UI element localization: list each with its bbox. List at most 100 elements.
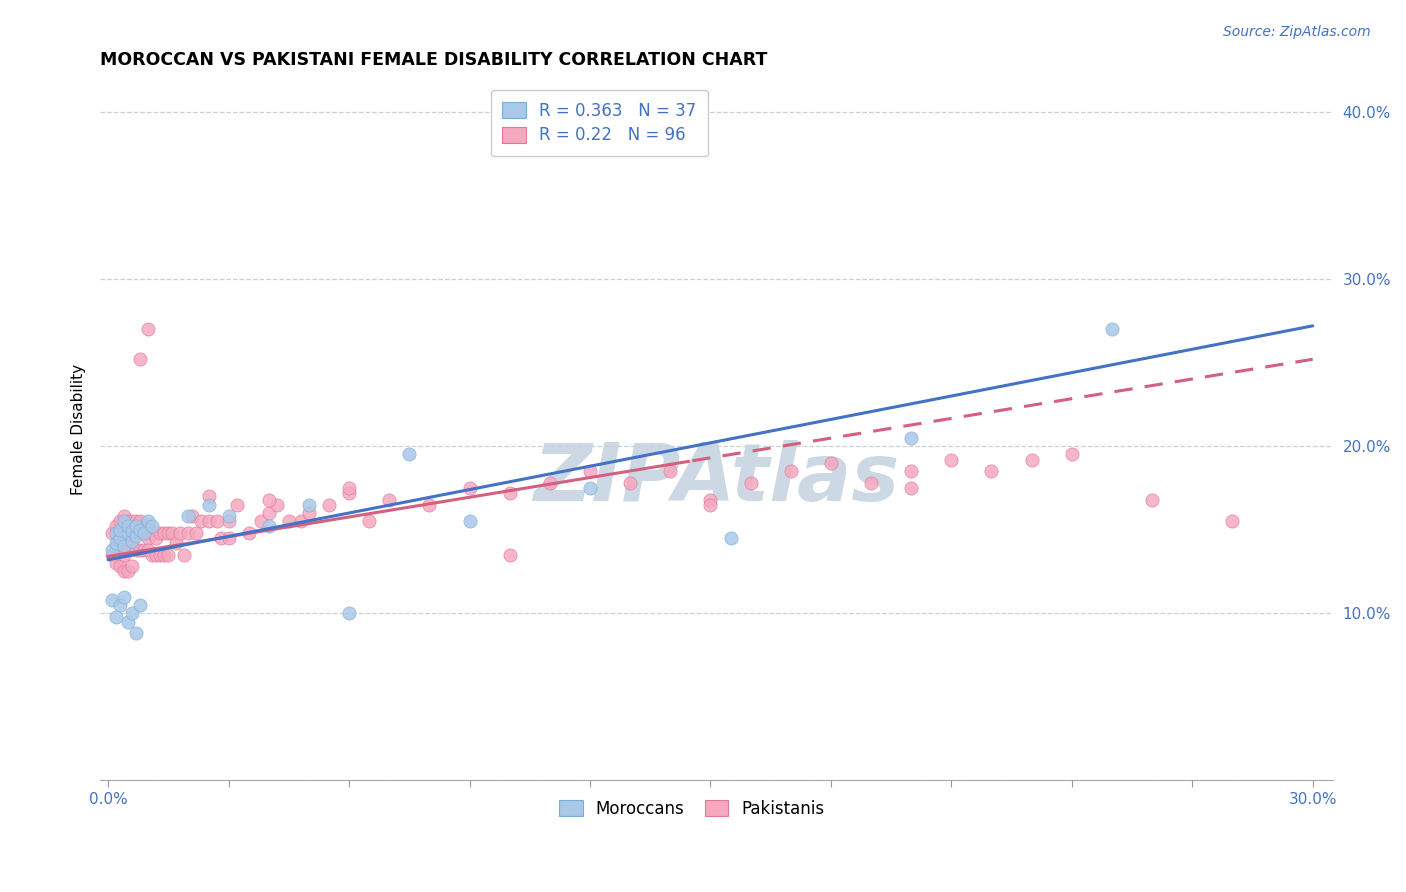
Point — [117, 526, 139, 541]
Point — [121, 606, 143, 620]
Point — [186, 526, 208, 541]
Point — [112, 509, 135, 524]
Point — [277, 514, 299, 528]
Point — [579, 481, 602, 495]
Point — [337, 486, 360, 500]
Point — [117, 615, 139, 629]
Point — [141, 519, 163, 533]
Point — [659, 464, 682, 478]
Point — [129, 526, 152, 541]
Point — [136, 322, 159, 336]
Point — [134, 526, 156, 541]
Point — [941, 452, 963, 467]
Point — [218, 531, 240, 545]
Point — [458, 514, 481, 528]
Point — [177, 526, 200, 541]
Point — [860, 475, 883, 490]
Point — [121, 526, 143, 541]
Point — [1060, 448, 1083, 462]
Point — [112, 590, 135, 604]
Point — [141, 548, 163, 562]
Point — [145, 531, 167, 545]
Point — [900, 481, 922, 495]
Point — [108, 559, 131, 574]
Point — [257, 506, 280, 520]
Point — [720, 531, 742, 545]
Point — [398, 448, 420, 462]
Point — [105, 609, 128, 624]
Point — [108, 531, 131, 545]
Point — [218, 509, 240, 524]
Point — [101, 542, 124, 557]
Point — [105, 526, 128, 541]
Point — [418, 498, 440, 512]
Point — [108, 598, 131, 612]
Point — [129, 514, 152, 528]
Point — [980, 464, 1002, 478]
Point — [117, 565, 139, 579]
Point — [900, 431, 922, 445]
Point — [779, 464, 801, 478]
Point — [153, 526, 176, 541]
Point — [112, 526, 135, 541]
Point — [112, 548, 135, 562]
Point — [266, 498, 288, 512]
Point — [197, 498, 219, 512]
Point — [579, 464, 602, 478]
Point — [101, 592, 124, 607]
Point — [125, 529, 148, 543]
Point — [105, 519, 128, 533]
Point — [205, 514, 228, 528]
Point — [149, 526, 172, 541]
Point — [209, 531, 232, 545]
Point — [112, 514, 135, 528]
Point — [337, 481, 360, 495]
Point — [225, 498, 247, 512]
Point — [117, 542, 139, 557]
Point — [318, 498, 340, 512]
Point — [121, 534, 143, 549]
Point — [1140, 492, 1163, 507]
Point — [117, 514, 139, 528]
Point — [378, 492, 401, 507]
Point — [112, 565, 135, 579]
Point — [125, 519, 148, 533]
Point — [136, 514, 159, 528]
Point — [112, 540, 135, 554]
Point — [169, 526, 191, 541]
Point — [1021, 452, 1043, 467]
Point — [619, 475, 641, 490]
Point — [740, 475, 762, 490]
Point — [157, 548, 180, 562]
Point — [105, 556, 128, 570]
Point — [121, 524, 143, 539]
Point — [173, 548, 195, 562]
Point — [136, 531, 159, 545]
Point — [820, 456, 842, 470]
Point — [458, 481, 481, 495]
Point — [129, 352, 152, 367]
Point — [238, 526, 260, 541]
Point — [149, 548, 172, 562]
Point — [538, 475, 561, 490]
Point — [1101, 322, 1123, 336]
Point — [101, 526, 124, 541]
Point — [121, 559, 143, 574]
Text: MOROCCAN VS PAKISTANI FEMALE DISABILITY CORRELATION CHART: MOROCCAN VS PAKISTANI FEMALE DISABILITY … — [100, 51, 768, 69]
Point — [134, 526, 156, 541]
Point — [337, 606, 360, 620]
Point — [125, 626, 148, 640]
Point — [257, 492, 280, 507]
Point — [108, 531, 131, 545]
Point — [129, 598, 152, 612]
Point — [177, 509, 200, 524]
Point — [105, 536, 128, 550]
Point — [125, 514, 148, 528]
Point — [136, 519, 159, 533]
Point — [190, 514, 212, 528]
Point — [108, 514, 131, 528]
Point — [101, 548, 124, 562]
Point — [900, 464, 922, 478]
Point — [1222, 514, 1244, 528]
Point — [134, 542, 156, 557]
